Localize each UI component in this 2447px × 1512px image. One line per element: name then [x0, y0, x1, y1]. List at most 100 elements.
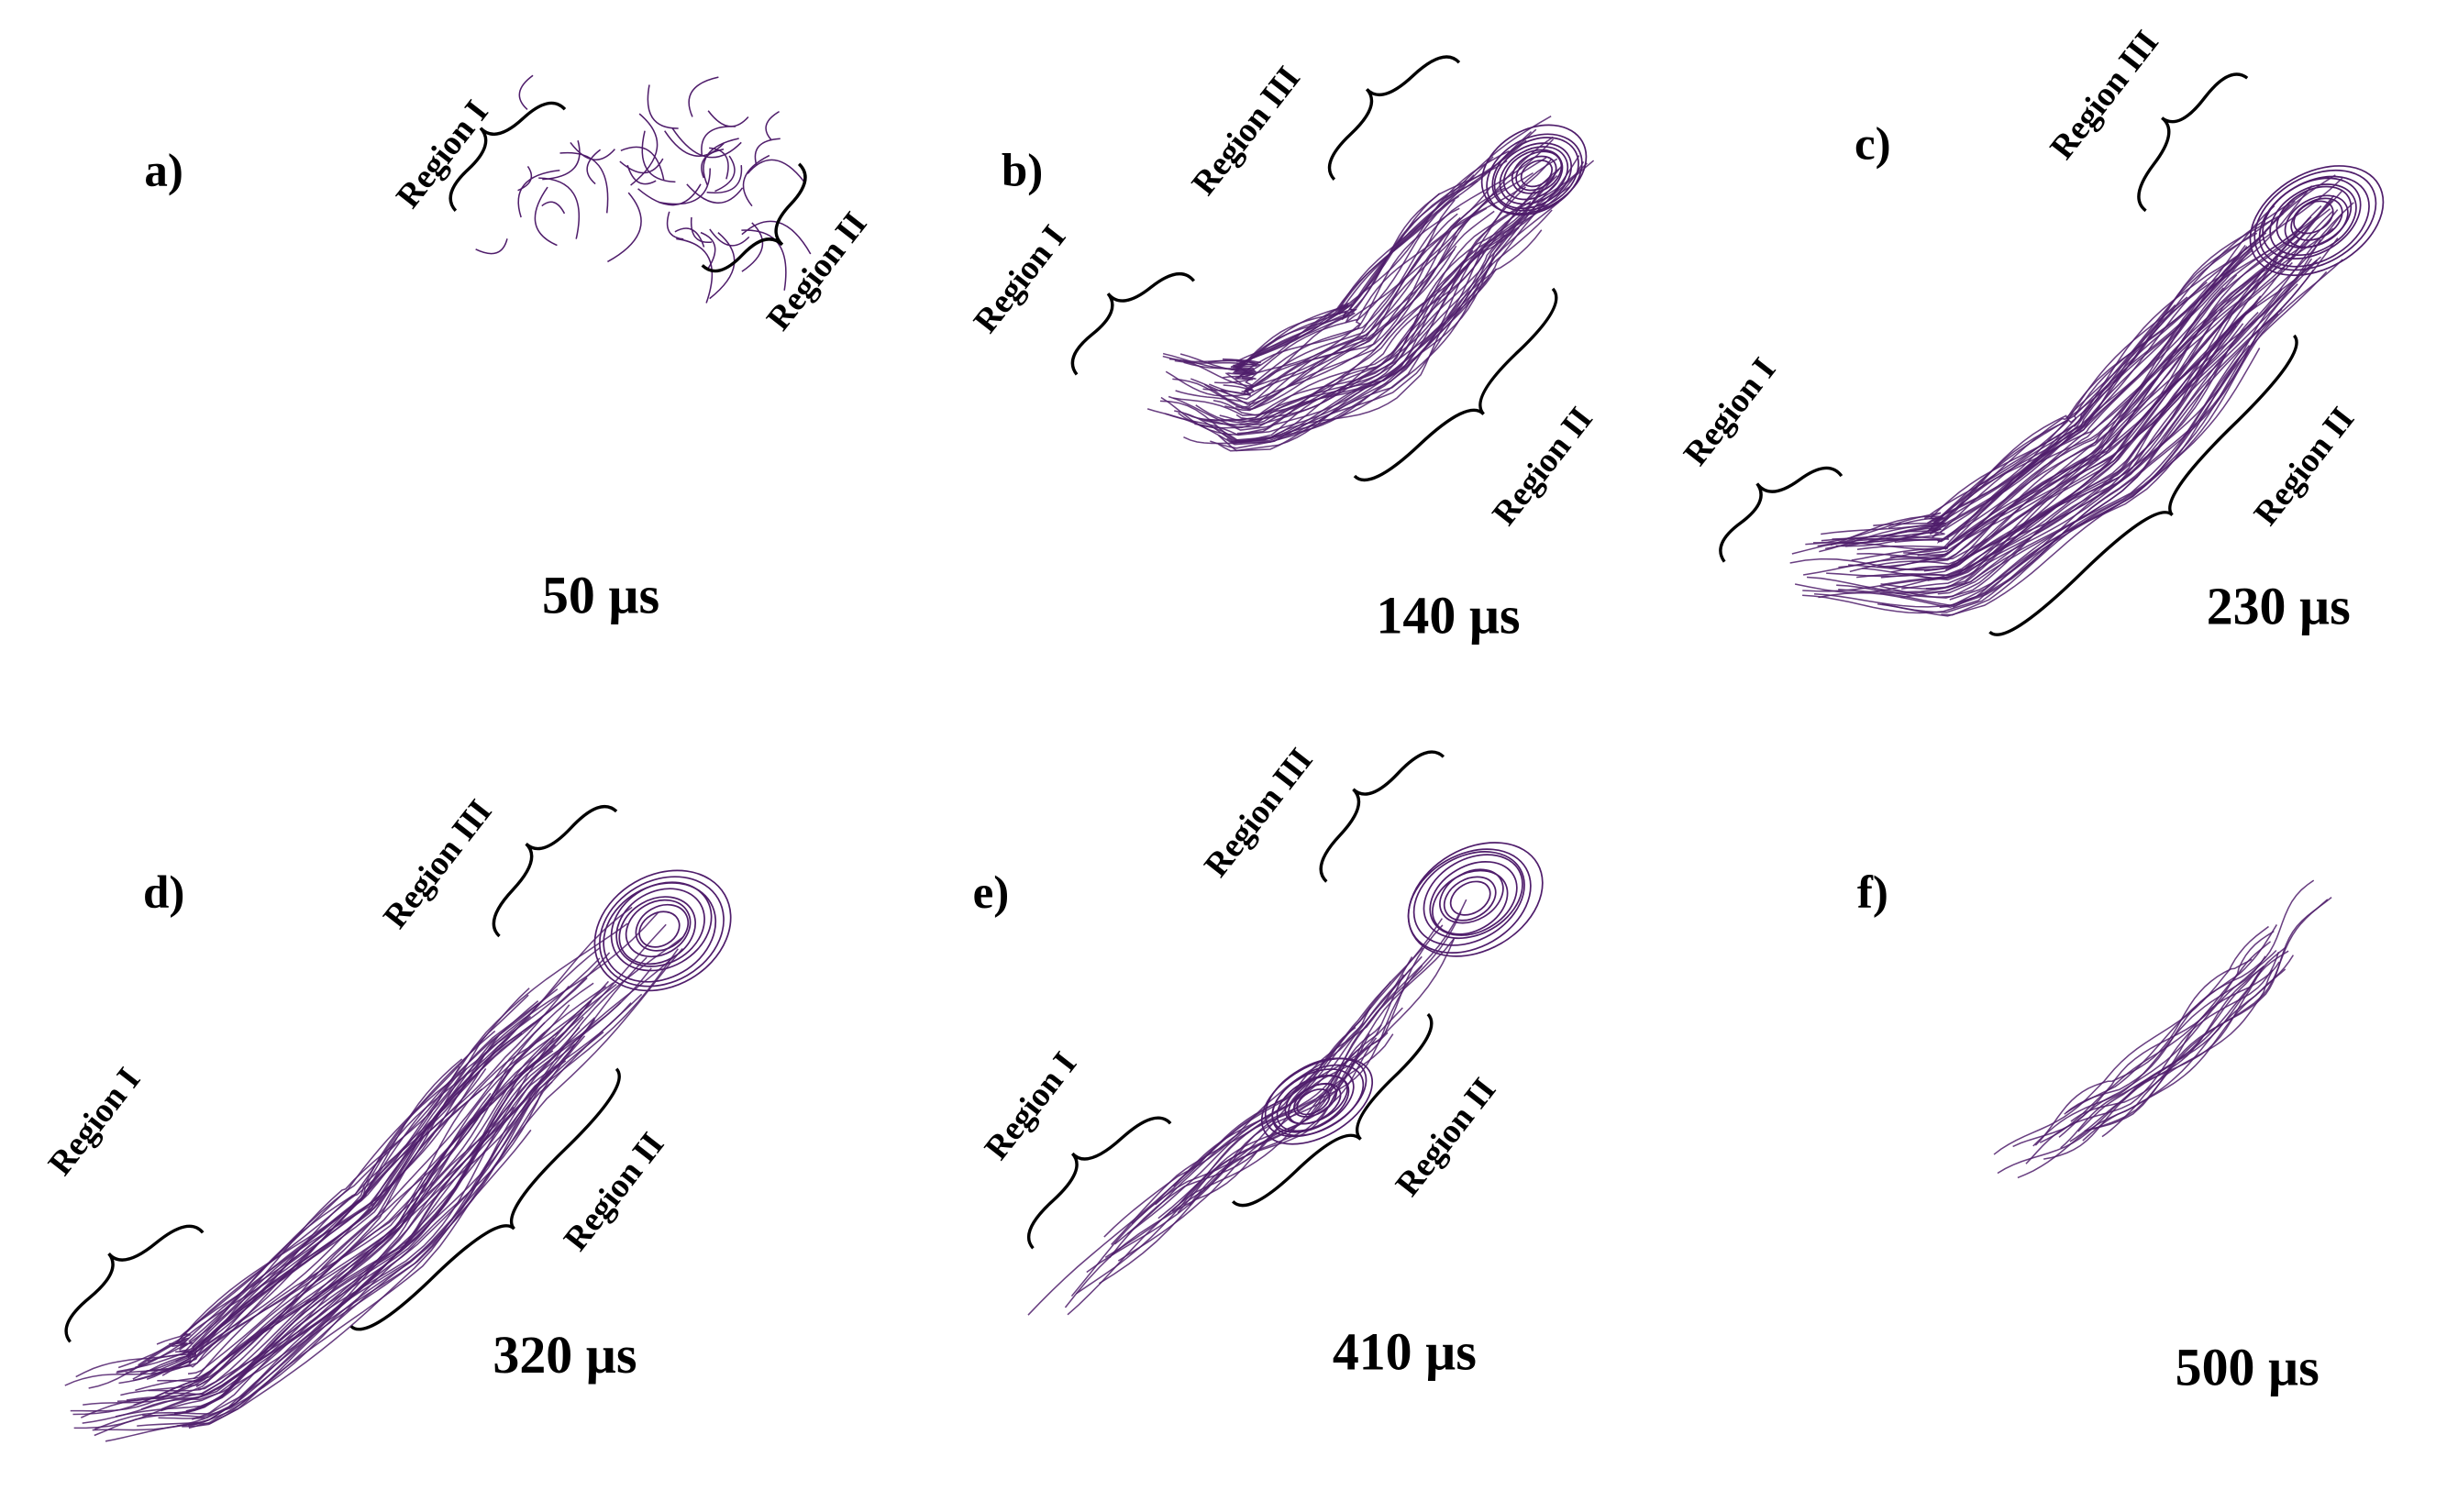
streamline	[137, 993, 643, 1427]
vortex-line	[1423, 854, 1523, 940]
time-label: 320 µs	[493, 1325, 637, 1385]
region-label: Region II	[1486, 401, 1600, 533]
streamline	[1944, 217, 2310, 550]
brace	[2137, 72, 2249, 213]
streamline	[133, 952, 611, 1382]
streamline	[538, 177, 581, 239]
streamline	[187, 1021, 546, 1375]
streamline	[714, 155, 736, 193]
streamline	[701, 149, 725, 179]
streamline	[1178, 1046, 1362, 1206]
streamline	[1203, 187, 1506, 409]
panel-label: b)	[1002, 145, 1043, 196]
region-label: Region I	[1677, 351, 1783, 473]
streamline	[1202, 235, 1457, 397]
streamline	[1952, 270, 2328, 609]
streamline	[707, 110, 749, 127]
streamline	[135, 1032, 546, 1392]
streamline	[518, 74, 534, 110]
streamline	[1941, 259, 2343, 616]
streamline	[690, 216, 713, 243]
streamline	[157, 982, 594, 1383]
streamline	[534, 186, 558, 247]
brace	[1026, 1116, 1172, 1250]
streamline	[658, 168, 711, 205]
streamline	[641, 130, 676, 183]
streamline	[674, 227, 705, 248]
time-label: 50 µs	[542, 565, 659, 624]
panel-label: f)	[1857, 867, 1888, 919]
streamline	[1868, 174, 2336, 543]
streamline	[2039, 941, 2272, 1143]
streamline	[1813, 308, 2283, 608]
streamline	[517, 166, 533, 192]
vortex-line	[1407, 842, 1544, 957]
streamline	[1195, 164, 1563, 424]
streamline	[559, 151, 609, 214]
streamline	[174, 1010, 548, 1363]
streamline	[1879, 336, 2257, 607]
region-label: Region II	[1389, 1071, 1503, 1203]
streamline	[1838, 273, 2261, 568]
streamline	[125, 911, 659, 1374]
streamline	[1928, 204, 2290, 523]
vortex-line	[1491, 137, 1579, 212]
vortex-line	[1443, 876, 1497, 922]
streamline	[1813, 281, 2208, 544]
streamline	[688, 76, 719, 117]
streamline	[666, 211, 684, 240]
streamline	[586, 149, 602, 185]
vortex-line	[1493, 142, 1573, 210]
streamline	[1185, 192, 1540, 421]
vortex-line	[1264, 1057, 1367, 1138]
streamline	[541, 201, 566, 215]
streamline	[188, 1000, 539, 1354]
vortex-line	[1520, 160, 1553, 188]
streamline	[1890, 325, 2237, 573]
streamline	[1165, 207, 1488, 397]
streamline	[2025, 951, 2280, 1164]
streamline	[1175, 248, 1456, 404]
streamline	[741, 222, 764, 272]
streamline	[1932, 213, 2284, 534]
streamline	[116, 1032, 559, 1403]
brace	[1719, 466, 1844, 563]
streamline	[1923, 233, 2317, 572]
streamline	[83, 1092, 492, 1406]
vortex-line	[625, 899, 692, 958]
streamline	[747, 159, 804, 182]
vortex-line	[1296, 1088, 1331, 1116]
streamline	[1882, 202, 2354, 586]
streamline	[1223, 136, 1554, 392]
streamline	[2012, 930, 2275, 1148]
brace	[64, 1224, 205, 1343]
streamline	[1194, 268, 1498, 443]
streamline	[1877, 348, 2261, 617]
streamline	[188, 948, 679, 1428]
streamline	[1235, 158, 1553, 408]
streamline	[1212, 158, 1558, 416]
streamline	[1219, 191, 1535, 423]
streamline	[116, 988, 559, 1373]
region-label: Region II	[557, 1126, 671, 1258]
time-label: 140 µs	[1376, 586, 1520, 646]
streamline	[2082, 968, 2286, 1142]
streamline	[1190, 216, 1461, 401]
brace	[1319, 750, 1445, 883]
streamline	[1178, 226, 1520, 429]
streamline	[741, 229, 787, 291]
streamline	[637, 183, 702, 206]
region-label: Region I	[41, 1061, 148, 1183]
vortex-line	[1276, 1075, 1350, 1132]
vortex-line	[1499, 146, 1569, 205]
streamline	[1802, 288, 2283, 592]
streamline	[2043, 950, 2289, 1160]
streamline	[64, 1067, 468, 1386]
streamline	[709, 228, 750, 247]
streamline	[630, 113, 659, 186]
streamline	[1086, 938, 1455, 1274]
vortex-line	[1515, 155, 1557, 192]
vortex-line	[2253, 169, 2377, 271]
streamline	[647, 84, 679, 129]
